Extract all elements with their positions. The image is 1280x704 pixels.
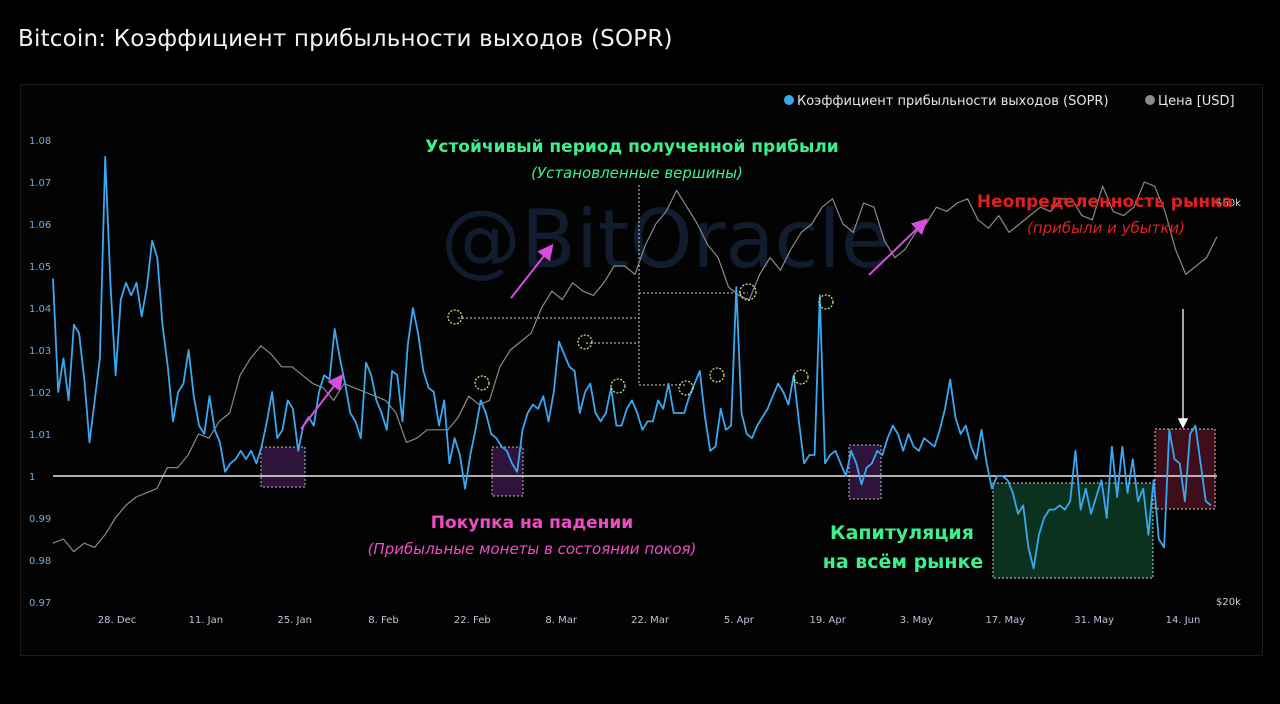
x-tick-label: 14. Jun	[1166, 615, 1201, 626]
peak-marker	[447, 309, 463, 325]
annotation-uncertainty-title: Неопределенность рынка	[977, 192, 1233, 212]
y-tick-label: 1.01	[29, 430, 51, 441]
y-tick-label: 0.97	[29, 598, 51, 609]
y-tick-label: 0.99	[29, 514, 51, 525]
peak-marker	[709, 367, 725, 383]
arrow-up-icon	[510, 243, 554, 299]
annotation-capitulation-1: Капитуляция	[830, 522, 974, 544]
peak-marker	[793, 369, 809, 385]
y-tick-label: 1.07	[29, 178, 51, 189]
y-tick-label: 1.03	[29, 346, 51, 357]
y-tick-label: 1	[29, 472, 35, 483]
x-tick-label: 25. Jan	[277, 615, 312, 626]
annotation-dip-sub: (Прибыльные монеты в состоянии покоя)	[368, 540, 697, 558]
chart-panel: @BitOracle	[20, 84, 1263, 656]
peak-connectors	[458, 185, 748, 386]
peak-marker	[818, 294, 834, 310]
y-axis-left: 0.97 0.98 0.99 1 1.01 1.02 1.03 1.04 1.05 1.06 1.0…	[29, 136, 51, 609]
legend-price[interactable]: Цена [USD]	[1158, 94, 1235, 109]
peak-marker	[678, 380, 694, 396]
y-tick-label: 1.06	[29, 220, 51, 231]
sopr-series	[52, 155, 1212, 570]
x-tick-label: 31. May	[1074, 615, 1114, 626]
x-tick-label: 28. Dec	[98, 615, 136, 626]
watermark: @BitOracle	[441, 193, 890, 286]
dip-box-1	[260, 446, 306, 488]
page-title: Bitcoin: Коэффициент прибыльности выходо…	[18, 26, 673, 52]
peak-marker	[610, 378, 626, 394]
x-tick-label: 3. May	[900, 615, 933, 626]
peak-marker	[577, 334, 593, 350]
right-tick: $20k	[1216, 597, 1241, 608]
annotation-dip-title: Покупка на падении	[431, 513, 633, 533]
x-tick-label: 8. Mar	[545, 615, 577, 626]
annotation-profit-title: Устойчивый период полученной прибыли	[425, 137, 838, 157]
x-tick-label: 17. May	[985, 615, 1025, 626]
annotation-capitulation-2: на всём рынке	[823, 551, 984, 573]
x-tick-label: 11. Jan	[189, 615, 224, 626]
y-tick-label: 1.05	[29, 262, 51, 273]
y-tick-label: 1.08	[29, 136, 51, 147]
annotation-profit-sub: (Установленные вершины)	[531, 164, 743, 182]
x-tick-label: 22. Mar	[631, 615, 670, 626]
legend-dot-sopr	[784, 95, 794, 105]
peak-marker	[739, 283, 757, 301]
x-axis: 28. Dec 11. Jan 25. Jan 8. Feb 22. Feb 8. Mar…	[98, 615, 1201, 626]
peak-markers	[447, 283, 834, 396]
right-tick: $60k	[1216, 198, 1241, 209]
price-series	[52, 181, 1218, 553]
series-line	[52, 155, 1212, 570]
x-tick-label: 5. Apr	[724, 615, 755, 626]
legend-dot-price	[1145, 95, 1155, 105]
x-tick-label: 8. Feb	[368, 615, 398, 626]
series-line	[52, 181, 1218, 553]
sopr-chart: @BitOracle	[29, 94, 1241, 626]
arrow-up-icon	[300, 373, 344, 430]
x-tick-label: 22. Feb	[454, 615, 491, 626]
arrow-up-icon	[868, 218, 928, 276]
y-tick-label: 1.02	[29, 388, 51, 399]
capitulation-box	[992, 482, 1154, 579]
x-tick-label: 19. Apr	[809, 615, 846, 626]
peak-marker	[474, 375, 490, 391]
legend-sopr[interactable]: Коэффициент прибыльности выходов (SOPR)	[797, 94, 1109, 109]
y-tick-label: 1.04	[29, 304, 51, 315]
y-tick-label: 0.98	[29, 556, 51, 567]
trend-arrows	[300, 218, 928, 430]
annotation-uncertainty-sub: (прибыли и убытки)	[1027, 219, 1185, 237]
